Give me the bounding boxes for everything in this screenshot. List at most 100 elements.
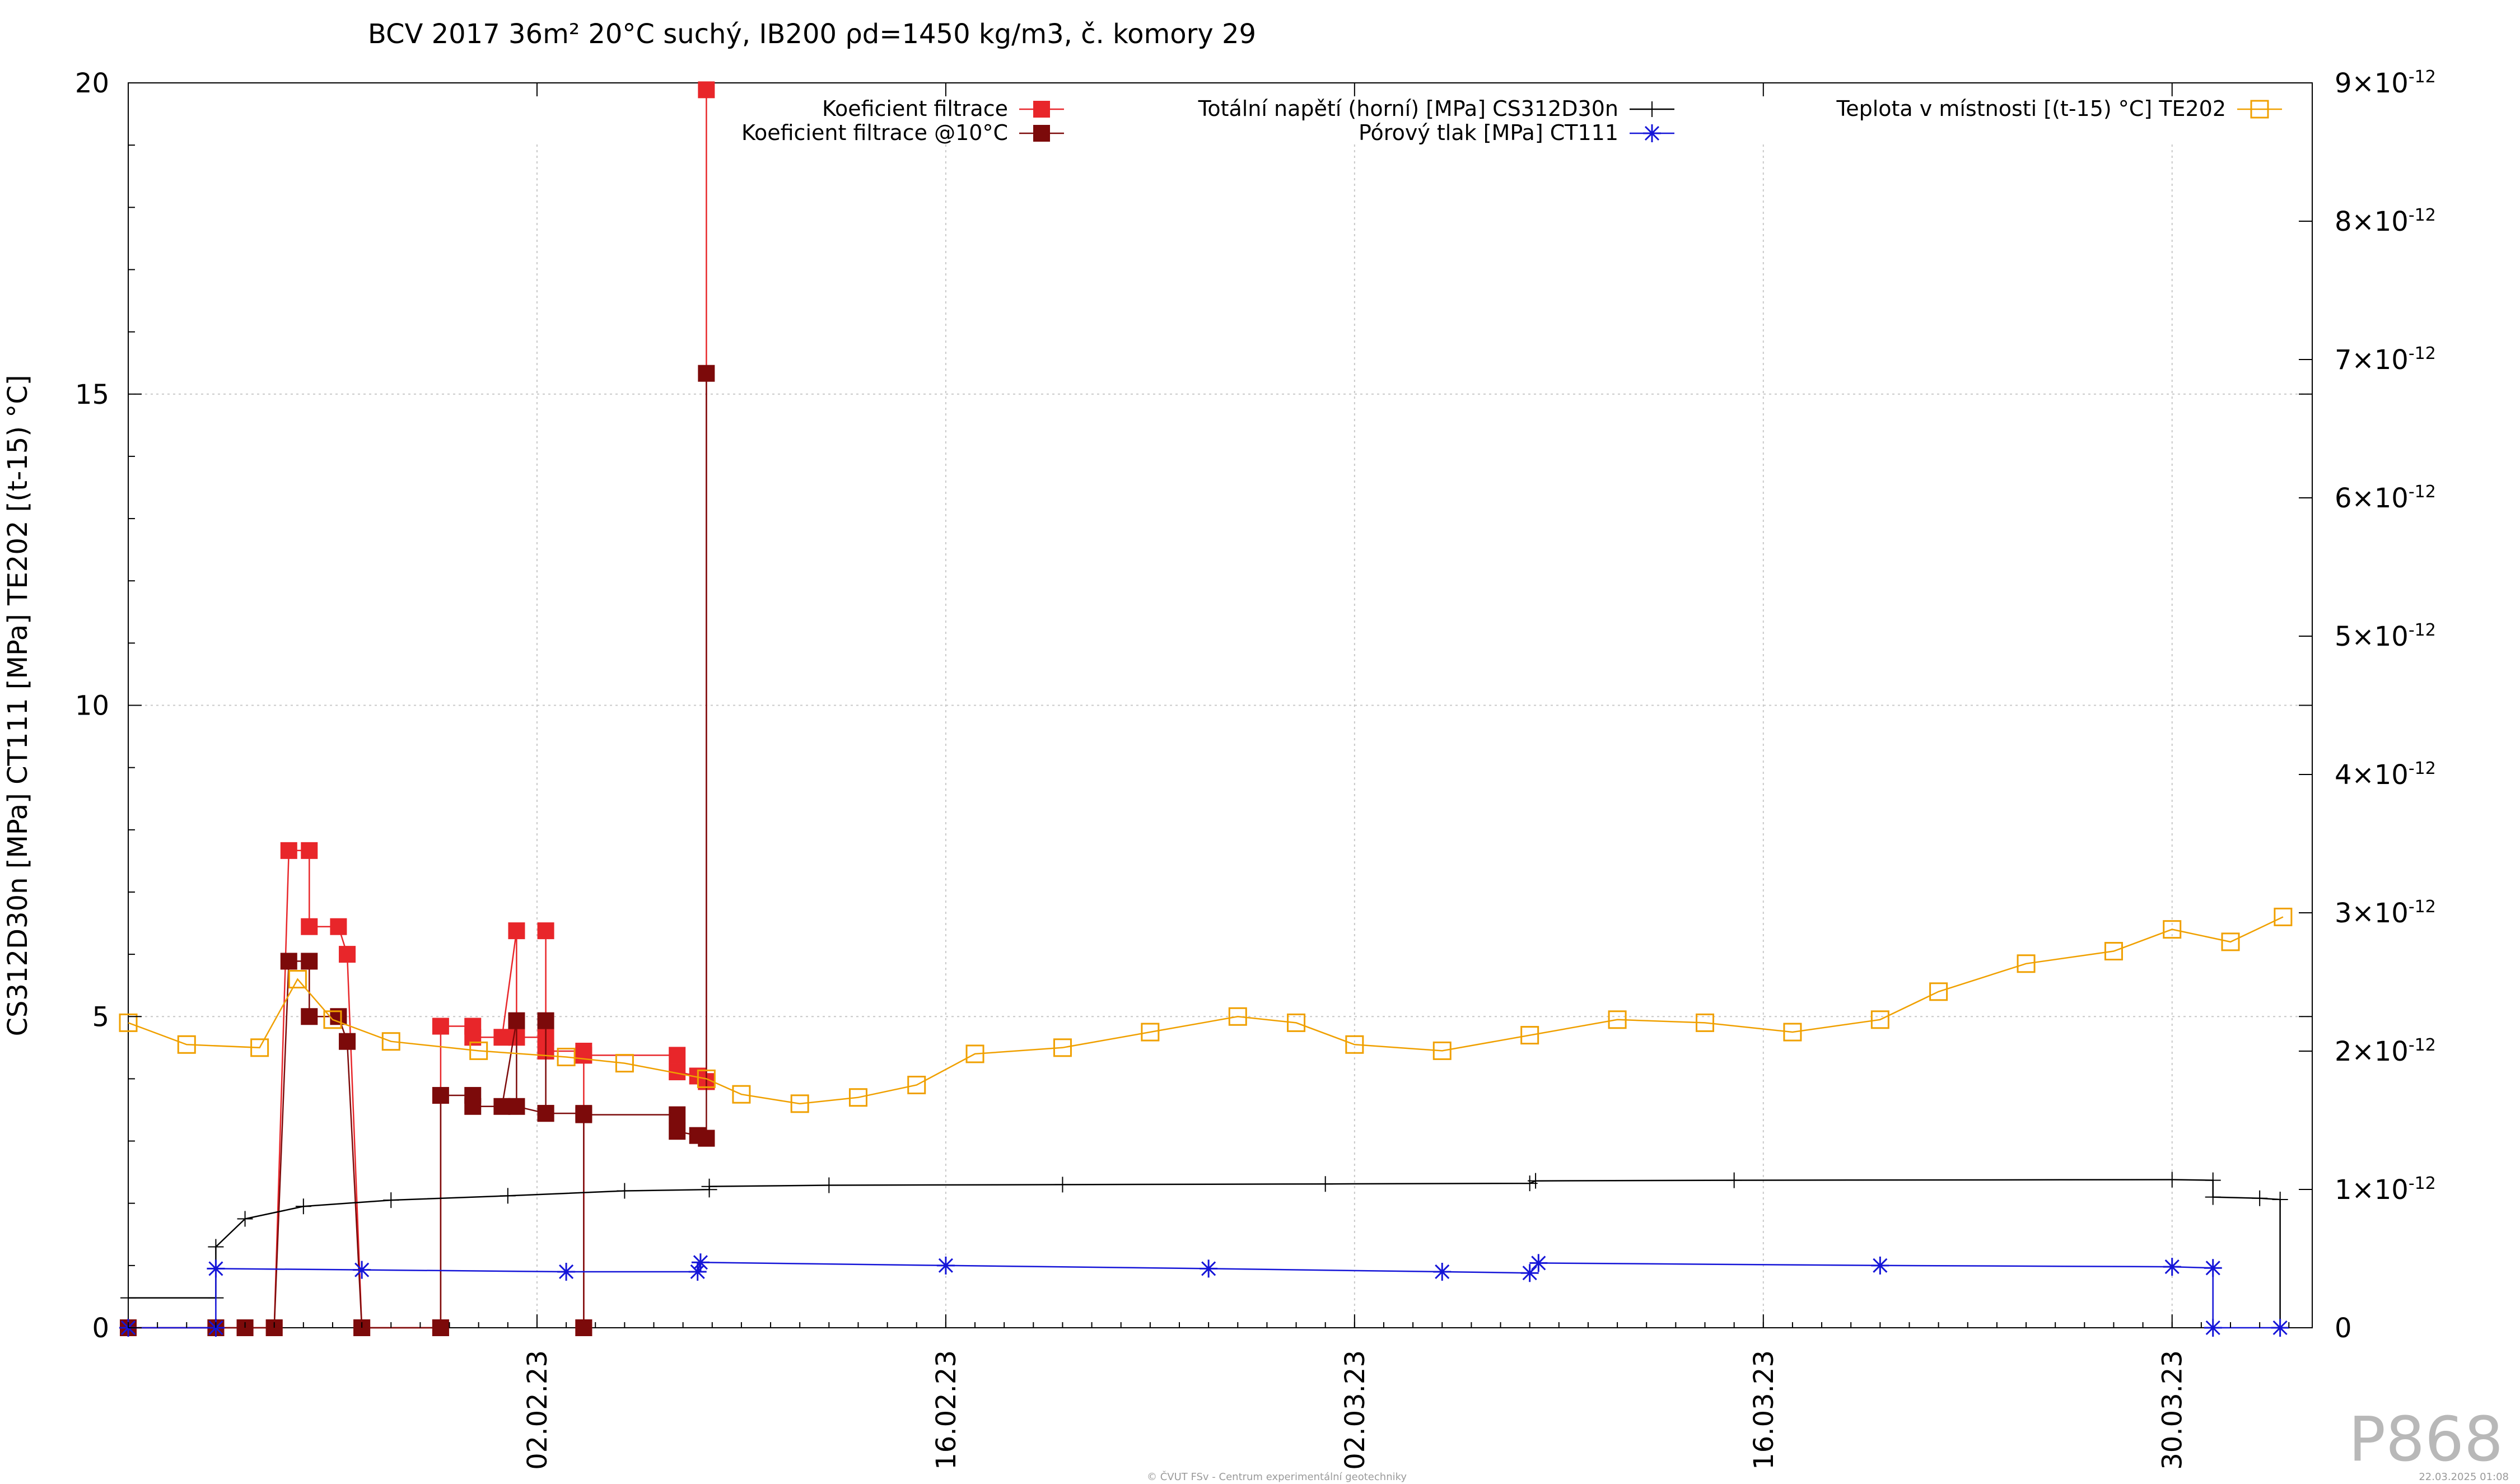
data-point — [493, 1029, 511, 1046]
data-point — [2164, 1172, 2180, 1188]
data-point — [432, 1018, 449, 1035]
data-point — [697, 1069, 716, 1088]
series-line — [128, 373, 707, 1329]
data-point — [432, 1087, 449, 1104]
data-point — [537, 1105, 554, 1122]
data-point — [207, 1259, 225, 1278]
data-point — [1053, 1038, 1072, 1057]
data-point — [339, 1033, 356, 1050]
footer-credit: © ČVUT FSv - Centrum experimentální geot… — [1147, 1471, 1407, 1483]
data-point — [1200, 1259, 1218, 1278]
series-0 — [120, 81, 715, 1336]
data-point — [2272, 1192, 2288, 1208]
data-point — [280, 953, 297, 970]
data-point — [280, 842, 297, 859]
data-point — [2163, 1258, 2181, 1276]
data-point — [732, 1085, 751, 1104]
y2-tick-label: 7×10-12 — [2335, 344, 2436, 376]
data-point — [1345, 1035, 1364, 1054]
data-point — [669, 1047, 686, 1064]
data-point — [698, 81, 715, 99]
data-point — [432, 1319, 449, 1336]
data-point — [617, 1183, 633, 1199]
y2-tick-label: 1×10-12 — [2335, 1174, 2436, 1206]
data-point — [2205, 1189, 2221, 1205]
data-point — [790, 1094, 809, 1113]
y2-tick-label: 0 — [2335, 1313, 2352, 1344]
y2-tick-label: 9×10-12 — [2335, 67, 2436, 99]
series-2 — [120, 1172, 2288, 1336]
data-point — [1528, 1173, 1544, 1189]
data-point — [237, 1211, 253, 1227]
data-point — [2163, 920, 2182, 939]
data-point — [2017, 954, 2036, 973]
data-point — [1726, 1172, 1742, 1188]
data-point — [1432, 1041, 1452, 1060]
data-point — [119, 1013, 138, 1032]
footer-date: 22.03.2025 01:08 — [2419, 1471, 2509, 1483]
data-point — [936, 1256, 955, 1275]
data-point — [2104, 942, 2123, 961]
data-point — [1696, 1013, 1715, 1032]
data-point — [301, 1008, 318, 1025]
data-point — [1929, 982, 1948, 1001]
data-point — [1870, 1010, 1889, 1029]
data-point — [701, 1178, 717, 1194]
data-point — [557, 1262, 576, 1281]
legend-label: Koeficient filtrace @10°C — [741, 120, 1008, 145]
x-tick-label: 02.02.23 — [522, 1350, 553, 1470]
data-point — [821, 1177, 837, 1193]
y2-tick-label: 6×10-12 — [2335, 482, 2436, 514]
data-point — [575, 1106, 592, 1123]
data-point — [1520, 1026, 1539, 1045]
legend-label: Koeficient filtrace — [822, 96, 1008, 121]
data-point — [1608, 1010, 1627, 1029]
legend-marker — [1033, 125, 1050, 142]
data-point — [120, 1290, 136, 1306]
data-point — [381, 1032, 400, 1051]
x-tick-label: 30.03.23 — [2157, 1350, 2188, 1470]
data-point — [2252, 1190, 2268, 1206]
data-point — [1287, 1013, 1306, 1032]
data-point — [698, 1130, 715, 1147]
watermark: P868 — [2349, 1403, 2503, 1475]
data-point — [1871, 1256, 1889, 1275]
y2-tick-label: 4×10-12 — [2335, 759, 2436, 791]
data-point — [698, 365, 715, 382]
y-tick-label: 15 — [75, 379, 109, 410]
y-tick-label: 5 — [92, 1001, 109, 1033]
data-point — [2274, 907, 2293, 926]
data-point — [177, 1035, 196, 1054]
data-point — [339, 946, 356, 963]
data-point — [669, 1106, 686, 1123]
legend-label: Teplota v místnosti [(t-15) °C] TE202 — [1836, 96, 2226, 121]
data-point — [2204, 1319, 2222, 1337]
legend-marker — [2250, 100, 2269, 119]
y-tick-label: 20 — [75, 68, 109, 99]
data-point — [2204, 1259, 2222, 1277]
series-line — [128, 90, 707, 1329]
y2-tick-label: 8×10-12 — [2335, 206, 2436, 237]
legend-marker — [1033, 101, 1050, 118]
y2-tick-label: 2×10-12 — [2335, 1035, 2436, 1067]
legend-label: Pórový tlak [MPa] CT111 — [1359, 120, 1618, 145]
data-point — [2221, 932, 2240, 951]
data-point — [330, 918, 347, 935]
y-axis-label: CS312D30n [MPa] CT111 [MPa] TE202 [(t-15… — [2, 375, 34, 1036]
legend-label: Totální napětí (horní) [MPa] CS312D30n — [1198, 96, 1618, 121]
data-point — [669, 1123, 686, 1140]
data-point — [1520, 1264, 1539, 1282]
data-point — [508, 922, 525, 940]
series-line — [128, 1179, 2281, 1328]
data-point — [907, 1076, 926, 1095]
data-point — [469, 1041, 488, 1060]
data-point — [383, 1192, 399, 1208]
legend-marker — [1644, 101, 1660, 117]
data-point — [848, 1088, 867, 1107]
y2-tick-label: 5×10-12 — [2335, 620, 2436, 652]
data-point — [537, 1012, 554, 1029]
series-line — [128, 916, 2284, 1105]
chart-title: BCV 2017 36m² 20°C suchý, IB200 ρd=1450 … — [368, 18, 1256, 50]
data-point — [691, 1253, 710, 1272]
data-point — [688, 1262, 707, 1281]
